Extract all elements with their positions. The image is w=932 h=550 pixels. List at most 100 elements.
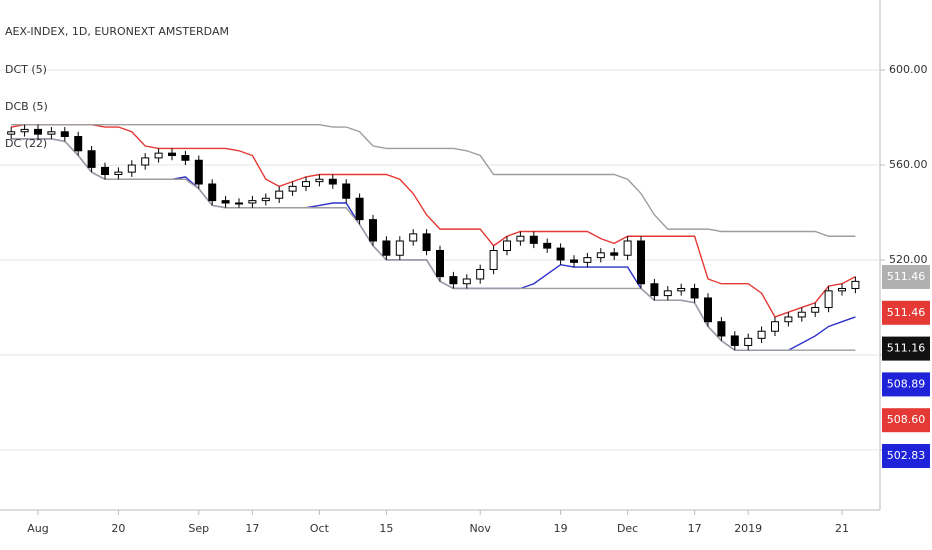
candle-body — [395, 240, 404, 256]
price-tag — [882, 372, 930, 397]
candle-body — [34, 128, 42, 135]
candle-body — [154, 152, 163, 159]
x-tick-label: 2019 — [734, 522, 762, 535]
x-tick-label: 15 — [379, 522, 393, 535]
candle-body — [47, 131, 56, 135]
legend-entry: DC (22) — [5, 137, 47, 150]
candle-body — [275, 190, 284, 199]
price-tag-label: 511.16 — [887, 342, 926, 355]
price-tag — [882, 265, 930, 289]
candle-body — [570, 259, 578, 263]
candle-body — [771, 321, 779, 332]
candle-body — [342, 183, 351, 199]
x-tick-label: Nov — [469, 522, 491, 535]
x-tick-label: Sep — [188, 522, 209, 535]
candle-body — [543, 242, 552, 249]
price-tag — [882, 300, 930, 325]
candle-body — [623, 240, 632, 256]
candle-body — [663, 290, 672, 297]
candle-body — [221, 200, 230, 204]
candle-body — [261, 197, 270, 202]
candle-body — [838, 287, 846, 292]
candle-body — [596, 252, 605, 259]
candle-body — [757, 330, 766, 339]
candle-body — [449, 276, 458, 285]
x-tick-label: 21 — [835, 522, 849, 535]
x-tick-label: Oct — [310, 522, 330, 535]
channel-lower — [11, 138, 856, 351]
channel-upper — [11, 123, 856, 237]
candle-body — [851, 280, 860, 289]
candle-body — [208, 183, 217, 202]
y-tick-label: 520.00 — [889, 253, 928, 266]
candle-body — [824, 290, 833, 308]
price-tag-label: 511.46 — [887, 306, 926, 319]
candle-body — [409, 233, 418, 242]
chart-title: AEX-INDEX, 1D, EURONEXT AMSTERDAM — [5, 25, 229, 38]
candle-body — [529, 235, 538, 244]
candle-body — [503, 240, 511, 251]
candle-body — [650, 283, 659, 297]
candle-body — [583, 257, 592, 263]
x-tick-label: Aug — [27, 522, 48, 535]
plot — [7, 123, 860, 351]
candle-body — [797, 311, 806, 318]
candle-body — [74, 136, 83, 152]
candle-body — [355, 197, 364, 221]
y-tick-label: 600.00 — [889, 63, 928, 76]
candle-body — [784, 316, 793, 323]
candle-body — [288, 185, 297, 192]
x-tick-label: 19 — [554, 522, 568, 535]
candle-body — [141, 157, 150, 166]
channel-line — [11, 123, 856, 318]
candle-body — [302, 181, 310, 187]
candle-body — [422, 233, 431, 251]
price-tag — [882, 408, 930, 433]
candle-body — [87, 150, 96, 168]
candle-body — [462, 278, 471, 285]
candle-body — [690, 287, 699, 299]
candle-body — [637, 240, 645, 285]
candle-body — [610, 252, 619, 256]
candle-body — [730, 335, 739, 346]
candle-body — [717, 321, 726, 337]
candle-body — [194, 159, 203, 185]
candle-body — [235, 202, 243, 205]
candle-body — [248, 200, 257, 204]
price-tag — [882, 444, 930, 468]
legend-entry: DCB (5) — [5, 100, 48, 113]
candle-body — [436, 249, 444, 278]
x-tick-label: 17 — [688, 522, 702, 535]
candle-body — [704, 297, 712, 323]
price-tag-label: 511.46 — [887, 270, 926, 283]
candle-body — [369, 219, 377, 242]
candle-body — [382, 240, 391, 256]
candle-body — [811, 306, 820, 313]
x-tick-label: 20 — [111, 522, 125, 535]
candle-body — [114, 171, 123, 176]
candle-body — [60, 131, 69, 138]
candle-body — [476, 268, 485, 280]
candle-body — [328, 178, 337, 185]
x-tick-label: 17 — [245, 522, 259, 535]
candle-body — [677, 287, 686, 292]
overlay: AEX-INDEX, 1D, EURONEXT AMSTERDAM DCT (5)… — [5, 25, 930, 468]
candle-body — [516, 235, 525, 242]
candle-body — [744, 337, 753, 346]
price-tag-label: 502.83 — [887, 449, 926, 462]
price-tag-label: 508.89 — [887, 377, 926, 390]
candle-body — [101, 166, 109, 176]
legend-entry: DCT (5) — [5, 63, 47, 76]
candle-body — [556, 247, 565, 261]
candle-body — [168, 152, 176, 157]
price-tag-label: 508.60 — [887, 413, 926, 426]
candle-body — [489, 249, 498, 270]
x-tick-label: Dec — [617, 522, 638, 535]
candle-body — [315, 178, 324, 183]
candle-body — [7, 131, 16, 135]
y-tick-label: 560.00 — [889, 158, 928, 171]
candle-body — [127, 164, 136, 173]
candle-body — [20, 128, 29, 133]
